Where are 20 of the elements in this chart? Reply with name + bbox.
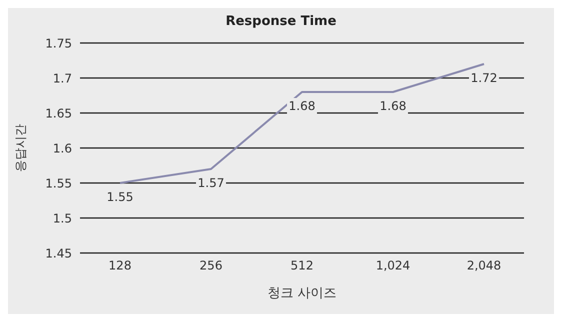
y-tick-label: 1.7: [52, 71, 72, 86]
x-tick-label: 512: [290, 258, 314, 273]
data-label: 1.72: [470, 71, 498, 85]
x-tick-label: 256: [200, 258, 222, 273]
y-axis-title: 응답시간: [13, 124, 28, 172]
x-tick-label: 1,024: [376, 258, 410, 273]
y-tick-label: 1.75: [45, 36, 72, 50]
data-label: 1.55: [106, 190, 134, 204]
data-label: 1.57: [198, 176, 224, 190]
y-tick-label: 1.55: [45, 176, 72, 190]
data-label: 1.68: [380, 99, 406, 113]
x-tick-label: 2,048: [466, 258, 502, 273]
y-tick-label: 1.6: [52, 141, 72, 156]
y-tick-label: 1.45: [45, 246, 72, 260]
y-tick-label: 1.5: [52, 211, 72, 226]
chart-title: Response Time: [224, 13, 338, 29]
x-tick-label: 128: [108, 258, 132, 273]
x-axis-title: 청크 사이즈: [267, 286, 337, 301]
data-label: 1.68: [288, 99, 316, 113]
y-tick-label: 1.65: [45, 106, 72, 120]
